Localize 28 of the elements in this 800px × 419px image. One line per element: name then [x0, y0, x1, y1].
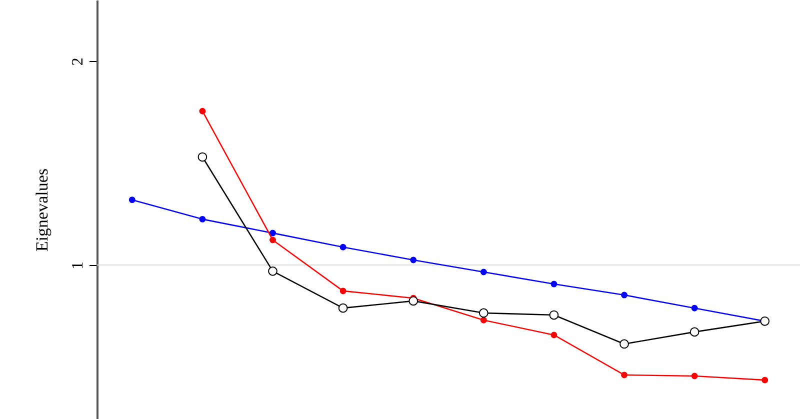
point [268, 266, 278, 276]
y-tick-label: 1 [70, 262, 86, 270]
y-axis-title: Eignevalues [32, 168, 52, 252]
point [620, 339, 629, 349]
point [270, 230, 276, 236]
point [338, 303, 348, 313]
point [691, 304, 698, 312]
point [199, 108, 206, 114]
point [340, 244, 346, 250]
point [270, 236, 276, 244]
point [690, 327, 700, 337]
point [128, 196, 136, 204]
point [550, 280, 558, 288]
point [549, 310, 559, 320]
point [478, 308, 488, 318]
point [691, 372, 698, 380]
point [198, 152, 208, 162]
y-tick-label: 2 [70, 58, 86, 66]
point [550, 332, 558, 338]
point [480, 268, 487, 276]
point [408, 296, 418, 306]
point [340, 288, 346, 294]
point [480, 316, 487, 324]
point [762, 376, 768, 384]
point [410, 256, 417, 264]
point [621, 372, 628, 378]
point [621, 292, 628, 298]
point [199, 216, 206, 222]
